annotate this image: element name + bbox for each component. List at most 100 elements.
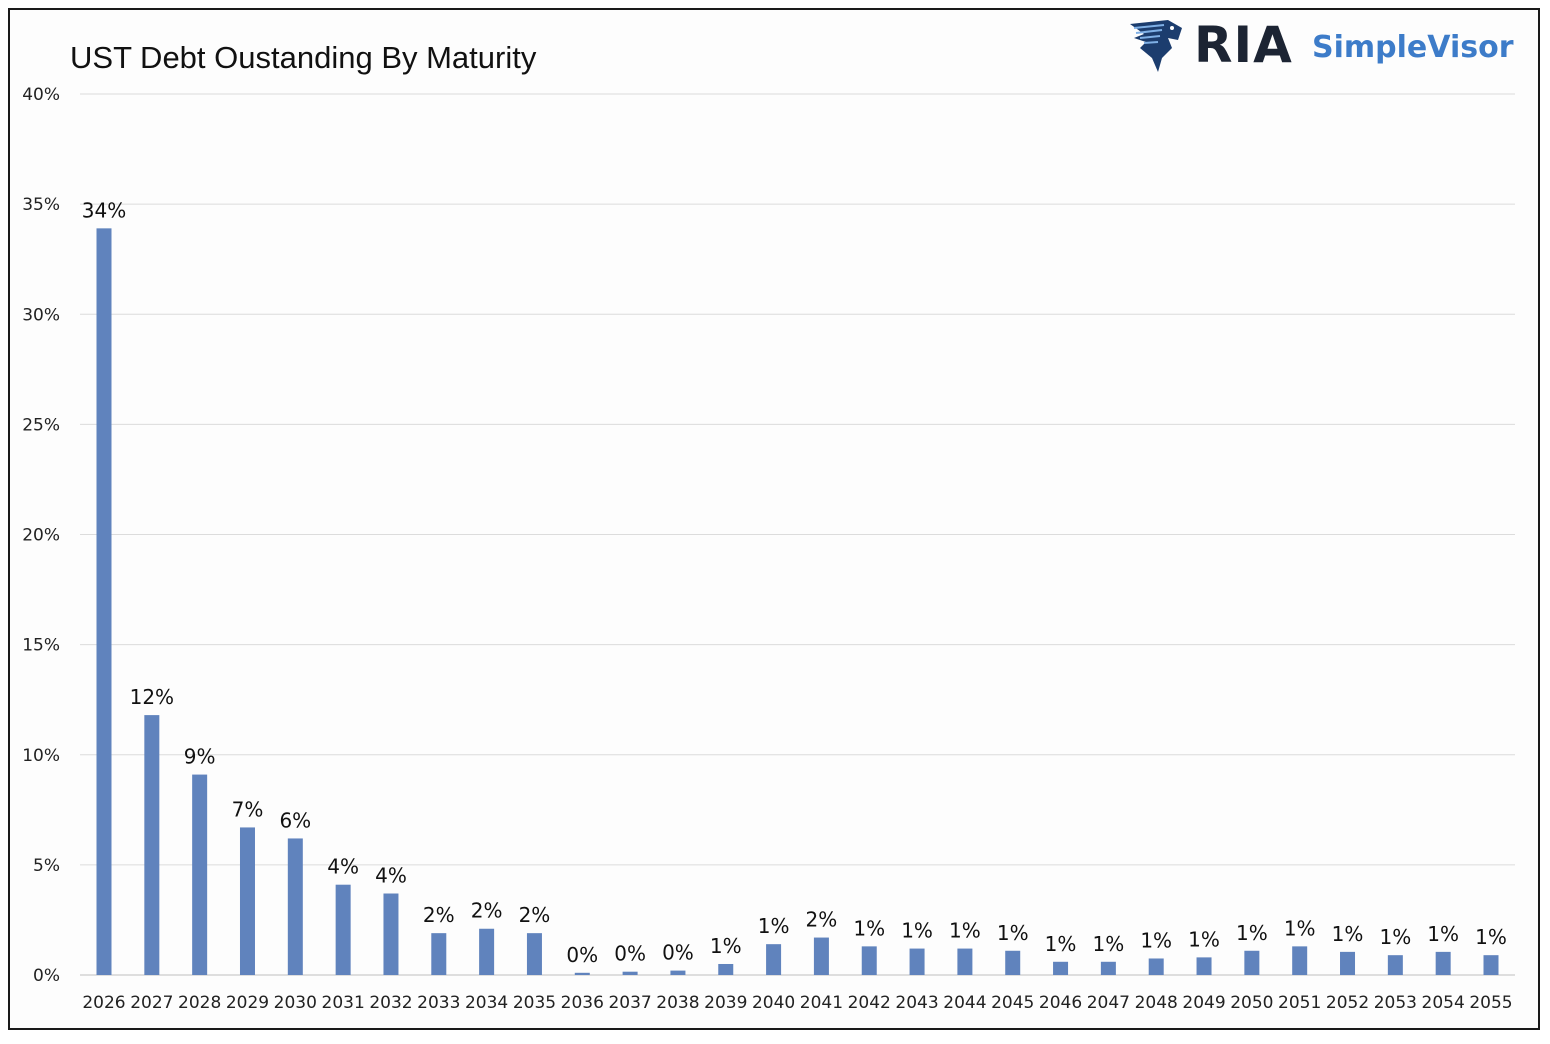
data-label: 2% — [806, 908, 838, 932]
x-tick-label: 2043 — [895, 993, 938, 1013]
y-tick-label: 25% — [22, 415, 60, 435]
bar — [574, 972, 590, 975]
y-tick-label: 0% — [33, 966, 60, 986]
y-tick-label: 35% — [22, 195, 60, 215]
x-tick-label: 2052 — [1326, 993, 1369, 1013]
brand-product: SimpleVisor — [1312, 30, 1514, 65]
y-tick-label: 10% — [22, 746, 60, 766]
y-axis-ticks: 0% 5% 10% 15% 20% 25% 30% 35% 40% — [22, 85, 60, 986]
x-tick-label: 2028 — [178, 993, 221, 1013]
bar — [861, 946, 877, 975]
y-tick-label: 40% — [22, 85, 60, 105]
bar — [909, 948, 925, 975]
data-label: 1% — [1379, 925, 1411, 949]
eagle-icon — [1130, 20, 1182, 72]
x-tick-label: 2045 — [991, 993, 1034, 1013]
bar — [239, 827, 255, 975]
x-axis-ticks: 2026 2027 2028 2029 2030 2031 2032 2033 2034 2035… — [82, 993, 1512, 1013]
bar — [813, 937, 829, 975]
data-label: 4% — [375, 864, 407, 888]
x-tick-label: 2048 — [1135, 993, 1178, 1013]
x-tick-label: 2055 — [1469, 993, 1512, 1013]
data-label: 1% — [1045, 932, 1077, 956]
y-tick-label: 20% — [22, 526, 60, 546]
bar — [287, 838, 303, 975]
bar — [1148, 958, 1164, 975]
x-tick-label: 2027 — [130, 993, 173, 1013]
x-tick-label: 2036 — [561, 993, 604, 1013]
x-tick-label: 2050 — [1230, 993, 1273, 1013]
bar — [431, 933, 447, 975]
bars — [96, 228, 1499, 976]
data-label: 2% — [519, 903, 551, 927]
data-label: 1% — [1140, 928, 1172, 952]
x-tick-label: 2051 — [1278, 993, 1321, 1013]
x-tick-label: 2040 — [752, 993, 795, 1013]
data-label: 1% — [1284, 916, 1316, 940]
bar — [1387, 955, 1403, 975]
data-label: 0% — [614, 942, 646, 966]
chart-title: UST Debt Oustanding By Maturity — [70, 40, 537, 75]
bar — [1053, 961, 1069, 975]
data-label: 1% — [710, 934, 742, 958]
bar — [1292, 946, 1308, 975]
data-label: 1% — [1427, 922, 1459, 946]
data-label: 1% — [1332, 922, 1364, 946]
bar — [96, 228, 112, 976]
bar — [1435, 951, 1451, 975]
data-label: 1% — [1236, 921, 1268, 945]
x-tick-label: 2039 — [704, 993, 747, 1013]
bar — [1340, 951, 1356, 975]
x-tick-label: 2033 — [417, 993, 460, 1013]
x-tick-label: 2046 — [1039, 993, 1082, 1013]
x-tick-label: 2031 — [322, 993, 365, 1013]
bar — [622, 971, 638, 975]
bar — [766, 944, 782, 975]
data-label: 0% — [662, 941, 694, 965]
data-label: 9% — [184, 745, 216, 769]
brand-logo: RIA SimpleVisor — [1128, 16, 1514, 80]
data-label: 1% — [1188, 927, 1220, 951]
chart-frame — [8, 8, 1540, 1030]
bar — [1244, 950, 1260, 975]
x-tick-label: 2026 — [82, 993, 125, 1013]
bar — [479, 928, 495, 975]
bar — [192, 774, 208, 975]
x-tick-label: 2030 — [274, 993, 317, 1013]
bar — [718, 963, 734, 975]
bar — [383, 893, 399, 975]
bar — [957, 948, 973, 975]
data-labels: 34% 12% 9% 7% 6% 4% 4% 2% 2% 2% 0% 0% 0% 1% 1% 2% 1% 1% 1%… — [82, 198, 1507, 966]
y-tick-label: 15% — [22, 636, 60, 656]
x-tick-label: 2049 — [1182, 993, 1225, 1013]
data-label: 1% — [758, 914, 790, 938]
x-tick-label: 2041 — [800, 993, 843, 1013]
x-tick-label: 2037 — [608, 993, 651, 1013]
data-label: 7% — [232, 797, 264, 821]
x-tick-label: 2047 — [1087, 993, 1130, 1013]
data-label: 2% — [423, 903, 455, 927]
y-tick-label: 5% — [33, 856, 60, 876]
bar — [1483, 955, 1499, 975]
brand-name: RIA — [1194, 16, 1293, 74]
data-label: 1% — [1475, 925, 1507, 949]
x-tick-label: 2034 — [465, 993, 508, 1013]
gridlines — [80, 93, 1515, 976]
data-label: 1% — [901, 919, 933, 943]
x-tick-label: 2053 — [1374, 993, 1417, 1013]
bar — [526, 933, 542, 975]
data-label: 1% — [1093, 932, 1125, 956]
data-label: 6% — [279, 808, 311, 832]
x-tick-label: 2038 — [656, 993, 699, 1013]
data-label: 4% — [327, 855, 359, 879]
bar — [144, 715, 160, 975]
x-tick-label: 2054 — [1422, 993, 1465, 1013]
bar — [1100, 961, 1116, 975]
x-tick-label: 2042 — [848, 993, 891, 1013]
x-tick-label: 2032 — [369, 993, 412, 1013]
x-tick-label: 2044 — [943, 993, 986, 1013]
y-tick-label: 30% — [22, 305, 60, 325]
data-label: 1% — [949, 919, 981, 943]
bar — [335, 884, 351, 975]
